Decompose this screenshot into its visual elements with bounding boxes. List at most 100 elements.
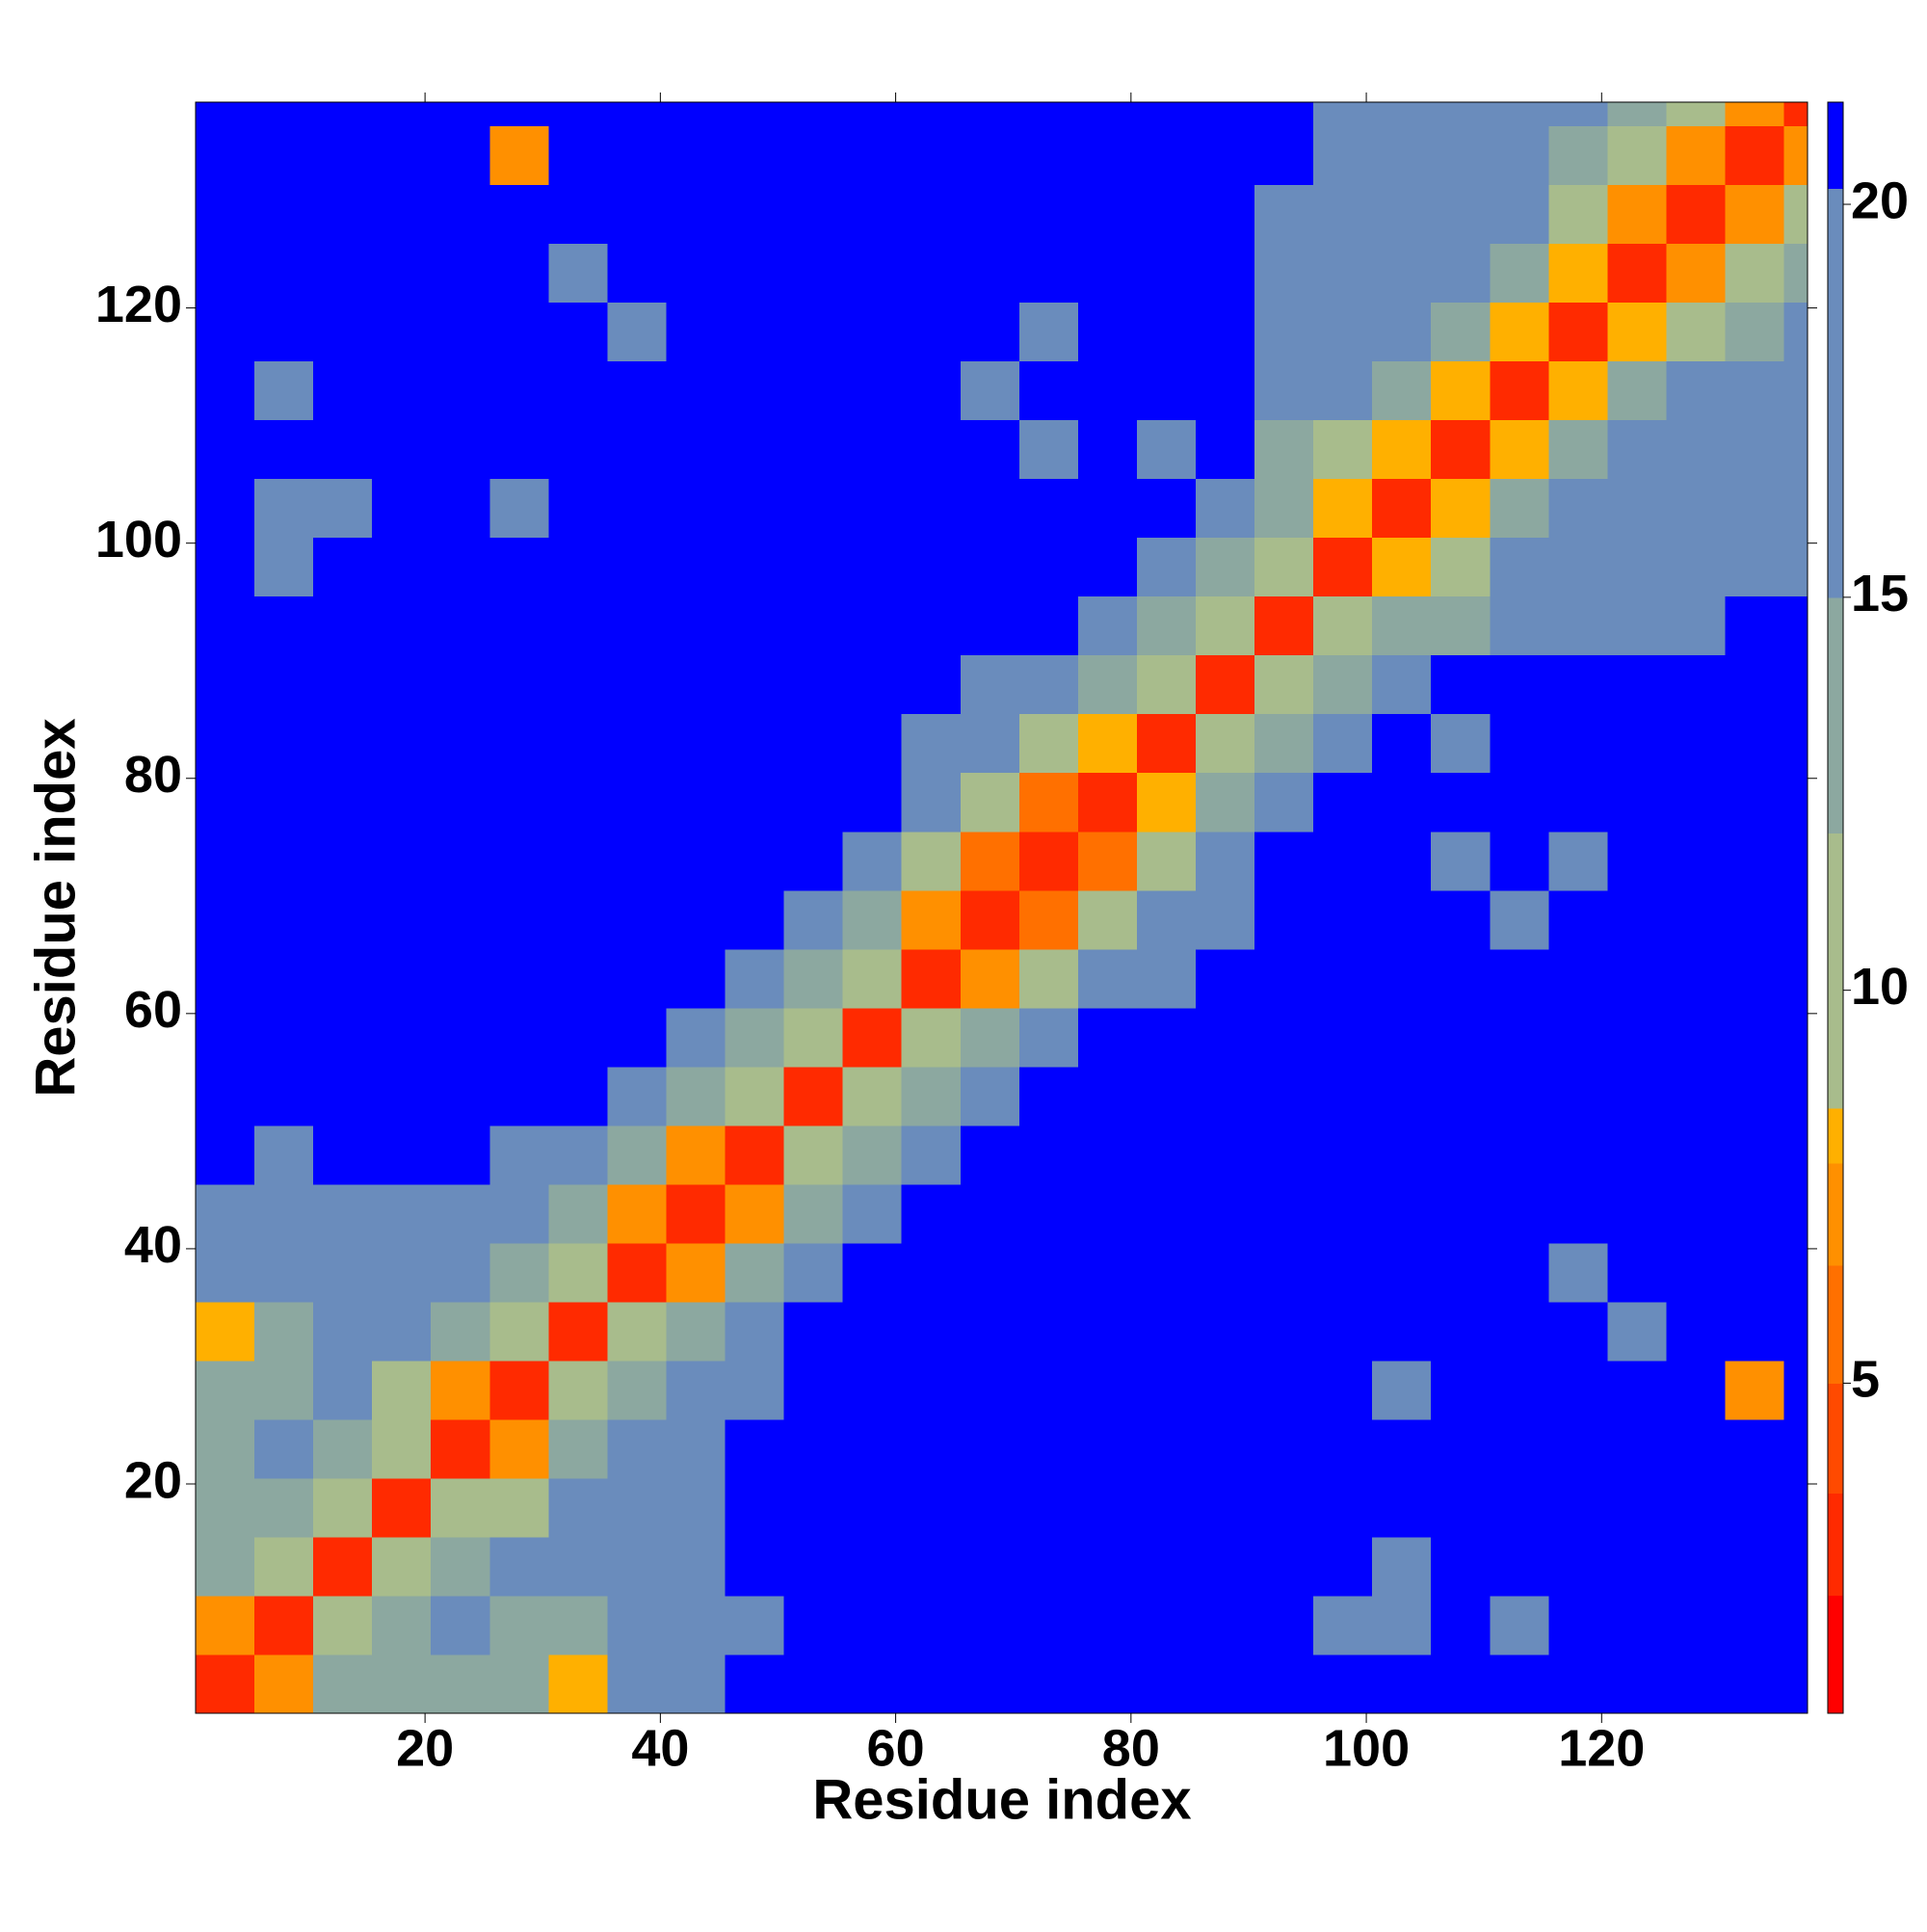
heatmap-cell bbox=[1783, 537, 1808, 597]
heatmap-cell bbox=[1666, 1595, 1727, 1655]
heatmap-cell bbox=[901, 1477, 962, 1538]
heatmap-cell bbox=[1254, 1654, 1314, 1714]
heatmap-cell bbox=[1018, 889, 1079, 950]
heatmap-cell bbox=[548, 1536, 609, 1597]
heatmap-cell bbox=[607, 243, 668, 304]
heatmap-cell bbox=[196, 537, 255, 597]
heatmap-cell bbox=[1548, 1654, 1609, 1714]
heatmap-cell bbox=[1136, 831, 1197, 891]
heatmap-cell bbox=[1607, 102, 1668, 127]
heatmap-cell bbox=[1018, 1242, 1079, 1303]
heatmap-cell bbox=[1431, 595, 1491, 656]
heatmap-cell bbox=[489, 1418, 549, 1479]
heatmap-cell bbox=[254, 419, 314, 480]
heatmap-cell bbox=[1136, 772, 1197, 833]
heatmap-cell bbox=[1372, 654, 1432, 715]
heatmap-cell bbox=[666, 1595, 726, 1655]
heatmap-cell bbox=[842, 713, 903, 774]
heatmap-cell bbox=[842, 1242, 903, 1303]
heatmap-cell bbox=[666, 1125, 726, 1185]
heatmap-cell bbox=[1195, 948, 1255, 1009]
heatmap-cell bbox=[1490, 595, 1549, 656]
heatmap-cell bbox=[783, 1066, 844, 1126]
heatmap-cell bbox=[842, 1301, 903, 1362]
heatmap-cell bbox=[1607, 889, 1668, 950]
heatmap-cell bbox=[196, 1183, 255, 1244]
x-tick-label: 40 bbox=[631, 1719, 689, 1777]
plot-frame bbox=[195, 101, 1808, 1714]
heatmap-cell bbox=[1136, 102, 1197, 127]
heatmap-cell bbox=[372, 595, 432, 656]
heatmap-cell bbox=[1018, 1183, 1079, 1244]
heatmap-cell bbox=[1548, 1242, 1609, 1303]
heatmap-cell bbox=[1195, 478, 1255, 539]
heatmap-cell bbox=[901, 184, 962, 245]
heatmap-cell bbox=[1490, 1242, 1549, 1303]
heatmap-cell bbox=[1666, 1301, 1727, 1362]
heatmap-cell bbox=[1195, 419, 1255, 480]
heatmap-cell bbox=[1018, 1066, 1079, 1126]
heatmap-cell bbox=[666, 243, 726, 304]
heatmap-cell bbox=[960, 1477, 1020, 1538]
heatmap-cell bbox=[1254, 302, 1314, 362]
heatmap-cell bbox=[431, 1183, 490, 1244]
heatmap-cell bbox=[489, 102, 549, 127]
heatmap-cell bbox=[431, 478, 490, 539]
heatmap-cell bbox=[1490, 1536, 1549, 1597]
heatmap-cell bbox=[1725, 889, 1785, 950]
heatmap-cell bbox=[196, 889, 255, 950]
heatmap-cell bbox=[1372, 184, 1432, 245]
heatmap-cell bbox=[431, 360, 490, 421]
heatmap-cell bbox=[725, 1301, 785, 1362]
heatmap-cell bbox=[1548, 831, 1609, 891]
heatmap-cell bbox=[1725, 1595, 1785, 1655]
heatmap-cell bbox=[1254, 537, 1314, 597]
heatmap-cell bbox=[1783, 1418, 1808, 1479]
heatmap-cell bbox=[1548, 302, 1609, 362]
heatmap-cell bbox=[372, 889, 432, 950]
colorbar-band bbox=[1828, 188, 1843, 598]
heatmap-cell bbox=[1372, 537, 1432, 597]
heatmap-cell bbox=[1490, 302, 1549, 362]
heatmap-cell bbox=[1783, 1595, 1808, 1655]
heatmap-cell bbox=[607, 1301, 668, 1362]
heatmap-cell bbox=[489, 1536, 549, 1597]
heatmap-cell bbox=[196, 1477, 255, 1538]
heatmap-cell bbox=[960, 125, 1020, 186]
heatmap-cell bbox=[196, 1066, 255, 1126]
heatmap-cell bbox=[1136, 537, 1197, 597]
heatmap-cell bbox=[1725, 1007, 1785, 1068]
heatmap-cell bbox=[1018, 1418, 1079, 1479]
heatmap-cell bbox=[1490, 478, 1549, 539]
heatmap-cell bbox=[960, 1007, 1020, 1068]
heatmap-cell bbox=[1195, 102, 1255, 127]
heatmap-cell bbox=[1313, 772, 1373, 833]
heatmap-cell bbox=[725, 125, 785, 186]
heatmap-cell bbox=[725, 948, 785, 1009]
heatmap-cell bbox=[607, 1183, 668, 1244]
heatmap-cell bbox=[1313, 360, 1373, 421]
heatmap-cell bbox=[548, 478, 609, 539]
heatmap-cell bbox=[1077, 102, 1138, 127]
heatmap-cell bbox=[1136, 1595, 1197, 1655]
heatmap-cell bbox=[607, 1654, 668, 1714]
heatmap-cell bbox=[1607, 1418, 1668, 1479]
heatmap-cell bbox=[842, 889, 903, 950]
heatmap-cell bbox=[725, 419, 785, 480]
heatmap-cell bbox=[1372, 302, 1432, 362]
heatmap-cell bbox=[1195, 1418, 1255, 1479]
heatmap-cell bbox=[313, 713, 373, 774]
heatmap-cell bbox=[960, 889, 1020, 950]
heatmap-cell bbox=[1077, 1301, 1138, 1362]
heatmap-cell bbox=[1666, 419, 1727, 480]
heatmap-cell bbox=[1490, 1125, 1549, 1185]
y-tick-label: 20 bbox=[124, 1451, 182, 1509]
heatmap-cell bbox=[1431, 772, 1491, 833]
heatmap-cell bbox=[1666, 1066, 1727, 1126]
heatmap-cell bbox=[1783, 654, 1808, 715]
heatmap-cell bbox=[1313, 1360, 1373, 1420]
heatmap-cell bbox=[607, 537, 668, 597]
heatmap-cell bbox=[1607, 1242, 1668, 1303]
heatmap-cell bbox=[607, 595, 668, 656]
heatmap-cell bbox=[842, 1536, 903, 1597]
